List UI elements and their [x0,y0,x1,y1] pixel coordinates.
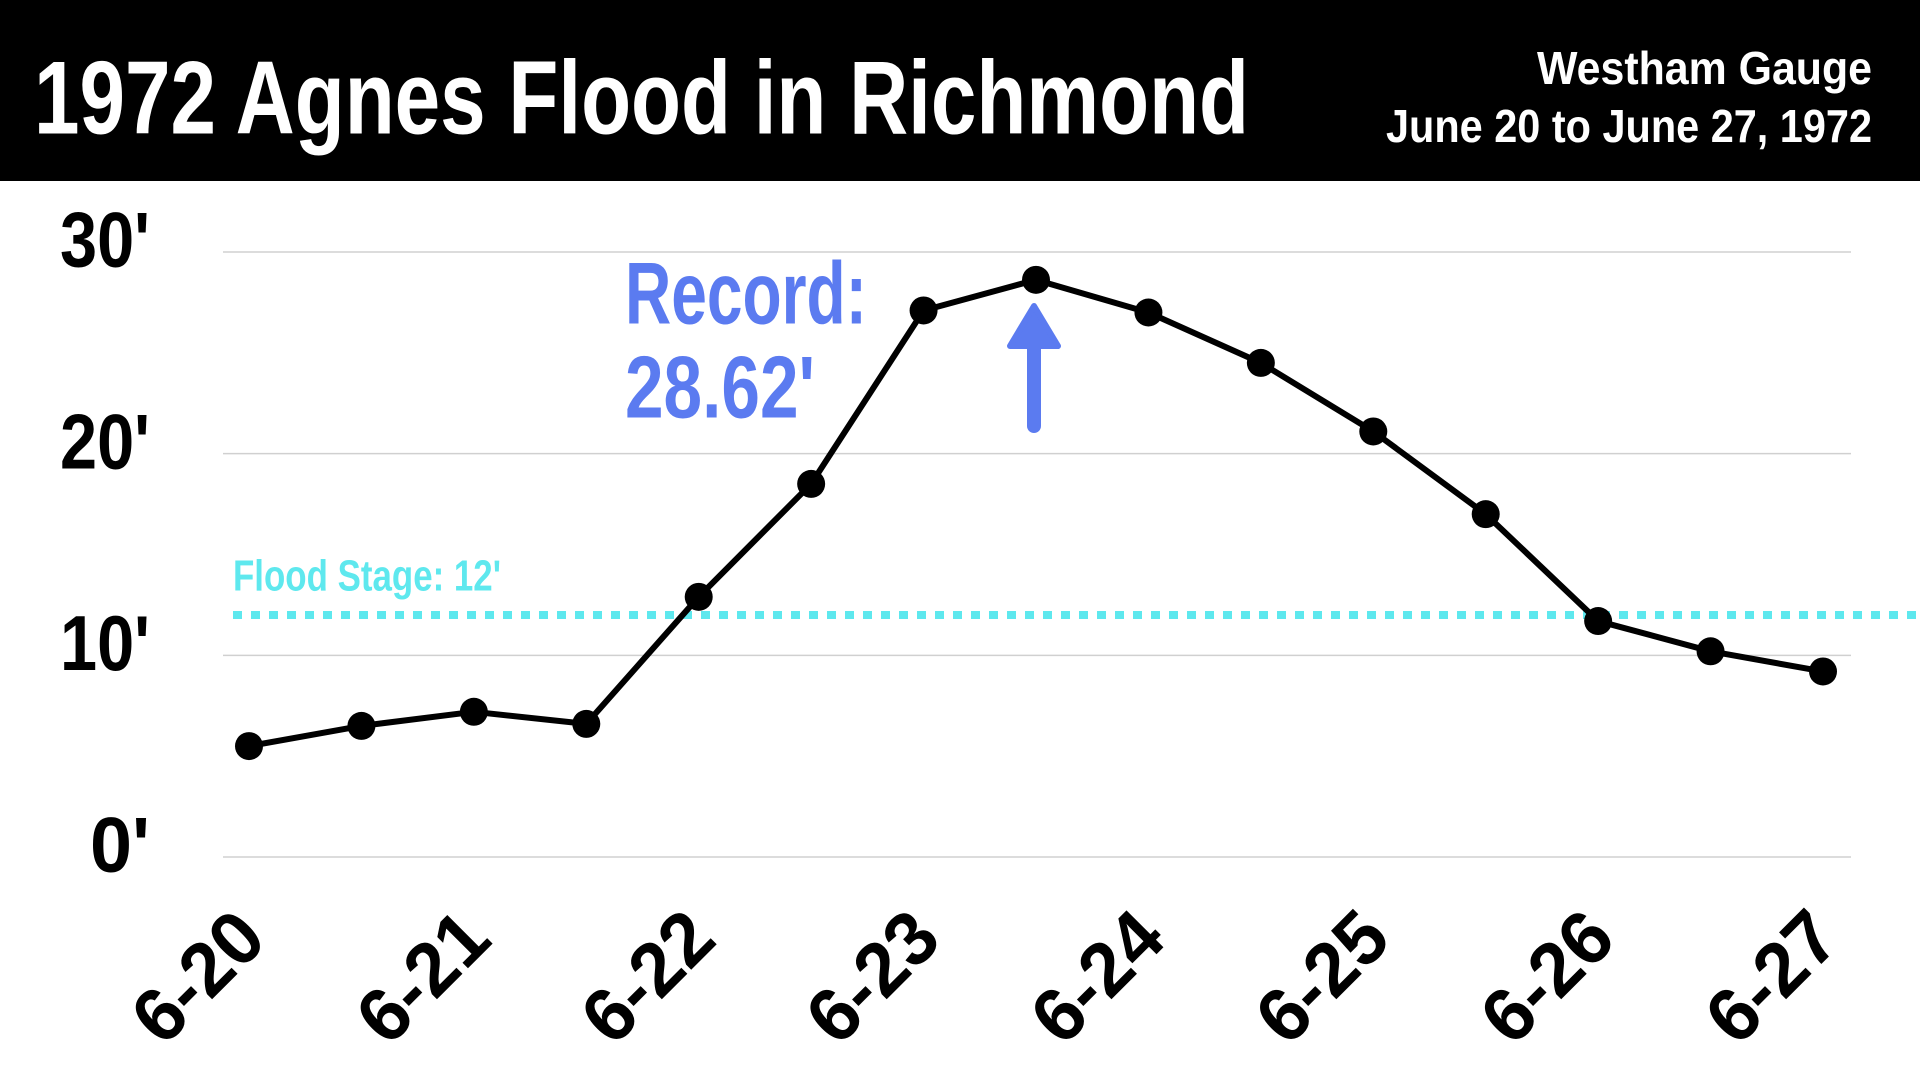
data-point [797,469,826,498]
y-tick-label: 10' [60,599,150,687]
record-arrow-head [1007,303,1061,349]
flood-stage-label: Flood Stage: 12' [233,552,501,601]
y-tick-label: 30' [60,196,150,284]
x-tick-label: 6-25 [1239,894,1405,1060]
data-point [909,296,938,325]
data-point [459,697,488,726]
data-point [1359,417,1388,446]
x-tick-label: 6-23 [790,894,956,1060]
x-tick-label: 6-27 [1689,894,1855,1060]
data-point [347,711,376,740]
chart-subtitle: June 20 to June 27, 1972 [1386,100,1872,152]
data-point [1584,607,1613,636]
data-point [684,582,713,611]
x-tick-label: 6-24 [1014,894,1180,1060]
data-point [1696,637,1725,666]
data-point [572,709,601,738]
y-tick-label: 20' [60,397,150,485]
y-tick-label: 0' [90,801,150,889]
header-bar [0,0,1920,181]
chart-title: 1972 Agnes Flood in Richmond [34,40,1249,156]
data-point [1134,298,1163,327]
x-tick-label: 6-21 [340,894,506,1060]
x-tick-label: 6-20 [115,894,281,1060]
data-point [235,732,263,761]
data-point [1022,265,1050,294]
x-tick-label: 6-22 [565,894,731,1060]
x-tick-label: 6-26 [1464,894,1630,1060]
data-point [1471,500,1500,529]
record-label: Record: [625,243,867,342]
record-value: 28.62' [625,337,815,436]
data-point [1809,657,1837,686]
data-point [1246,348,1275,377]
chart-subtitle: Westham Gauge [1537,42,1872,94]
